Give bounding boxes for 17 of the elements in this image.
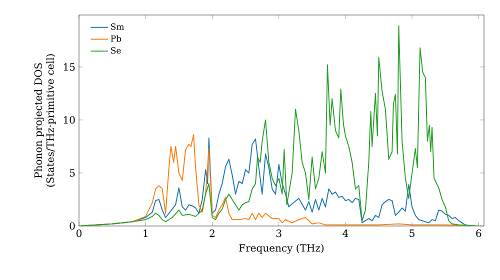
x-tick-label: 2 [210,230,214,237]
y-tick-label: 10 [64,116,75,124]
y-tick-label: 0 [70,222,75,230]
x-tick-label: 1 [144,230,148,237]
legend-label: Pb [110,35,122,42]
y-axis-title: Phonon projected DOS (States/THz·primitive cell) [34,54,56,187]
x-tick-label: 4 [342,230,348,237]
legend-label: Se [111,47,121,54]
x-tick-label: 0 [76,230,82,238]
x-axis-title: Frequency (THz) [239,244,324,254]
x-tick-label: 5 [410,230,414,237]
y-tick-label: 15 [64,63,75,71]
x-tick-label: 6 [476,230,482,238]
x-tick-label: 3 [276,230,282,238]
line-series [79,25,480,226]
y-tick-label: 5 [70,169,75,177]
legend-label: Sm [111,23,124,30]
